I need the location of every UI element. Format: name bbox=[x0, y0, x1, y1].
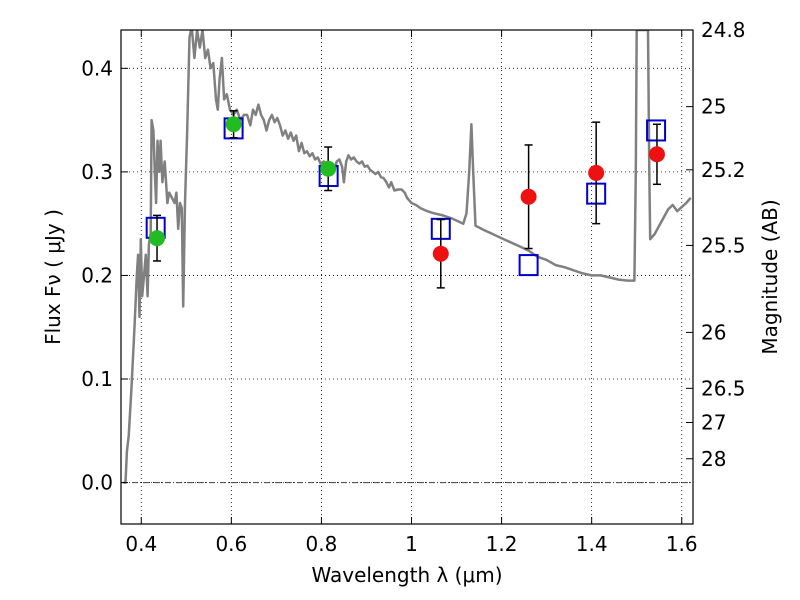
plot-frame bbox=[120, 29, 694, 525]
y2-tick-label: 25 bbox=[701, 95, 726, 119]
x-tick-label: 1.6 bbox=[666, 532, 698, 556]
x-tick-label: 1 bbox=[405, 532, 418, 556]
ticks: 0.4 0.6 0.8 1 1.2 1.4 1.6 0.0 0.1 0.2 0.3 0.4 24.8 25… bbox=[81, 18, 745, 556]
x-tick-label: 0.6 bbox=[215, 532, 247, 556]
y2-tick-label: 24.8 bbox=[701, 18, 746, 42]
data-point bbox=[520, 188, 537, 205]
y2-tick-label: 26 bbox=[701, 320, 726, 344]
data-point bbox=[648, 146, 665, 163]
data-point bbox=[588, 164, 605, 181]
x-axis-label: Wavelength λ (μm) bbox=[311, 563, 502, 587]
y-axis-label: Flux Fν ( μJy ) bbox=[41, 209, 65, 345]
y2-tick-label: 27 bbox=[701, 411, 726, 435]
x-tick-label: 1.4 bbox=[576, 532, 608, 556]
y-tick-label: 0.4 bbox=[81, 56, 113, 80]
model-box-marker bbox=[518, 254, 539, 277]
y2-tick-label: 28 bbox=[701, 447, 726, 471]
y-tick-label: 0.3 bbox=[81, 160, 113, 184]
x-tick-label: 1.2 bbox=[486, 532, 518, 556]
y2-axis-label: Magnitude (AB) bbox=[758, 199, 782, 354]
model-box-marker bbox=[646, 119, 667, 142]
data-point bbox=[320, 160, 337, 177]
data-point bbox=[149, 230, 166, 247]
y2-tick-label: 26.5 bbox=[701, 376, 746, 400]
y2-tick-label: 25.2 bbox=[701, 158, 746, 182]
x-tick-label: 0.4 bbox=[125, 532, 157, 556]
data-point bbox=[432, 245, 449, 262]
data-point bbox=[225, 116, 242, 133]
x-tick-label: 0.8 bbox=[306, 532, 338, 556]
plot-area bbox=[121, 30, 693, 484]
y-tick-label: 0.1 bbox=[81, 367, 113, 391]
y-tick-label: 0.2 bbox=[81, 263, 113, 287]
model-spectrum-line bbox=[123, 30, 692, 484]
y2-tick-label: 25.5 bbox=[701, 233, 746, 257]
y-tick-label: 0.0 bbox=[81, 471, 113, 495]
